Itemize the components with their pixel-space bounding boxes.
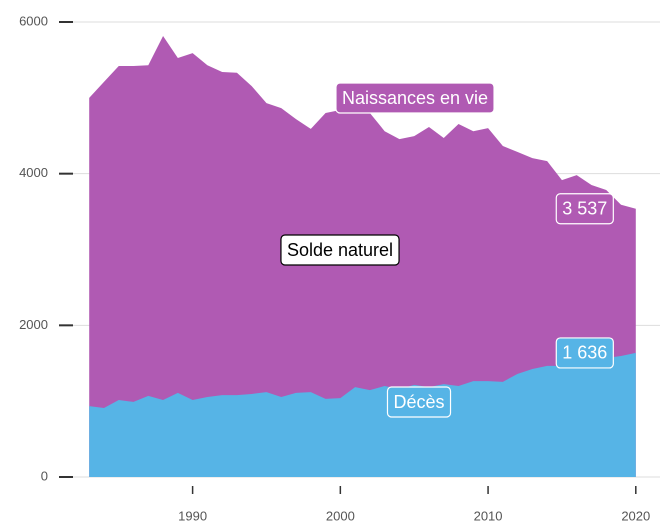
value-label: 3 537 (562, 199, 607, 219)
series-name: Naissances en vie (342, 88, 488, 108)
x-tick-label: 2020 (621, 508, 650, 523)
x-tick-label: 2010 (474, 508, 503, 523)
value-label-bg (555, 193, 614, 225)
y-tick-label: 6000 (19, 13, 48, 28)
value-label-bg (555, 337, 614, 369)
y-tick-label: 2000 (19, 317, 48, 332)
area (89, 352, 636, 477)
x-tick-label: 2000 (326, 508, 355, 523)
series-name-box: Naissances en vie (335, 82, 495, 114)
series-name-bg (386, 386, 452, 418)
series-name-box: Décès (386, 386, 452, 418)
grid: 0 2000 4000 6000 1990 2000 2010 2020 (19, 13, 660, 523)
series-name-bg (335, 82, 495, 114)
x-tick-label: 1990 (178, 508, 207, 523)
y-tick-label: 0 (41, 468, 48, 483)
series-name: Décès (393, 392, 444, 412)
annotation-bg (280, 234, 400, 266)
value-label: 1 636 (562, 343, 607, 363)
annotation: Solde naturel (287, 240, 393, 260)
value-label-box: 3 537 (555, 193, 614, 225)
labels: Naissances en vie Décès Solde naturel 3 537… (280, 82, 614, 418)
annotation-box: Solde naturel (280, 234, 400, 266)
y-tick-label: 4000 (19, 165, 48, 180)
value-label-box: 1 636 (555, 337, 614, 369)
